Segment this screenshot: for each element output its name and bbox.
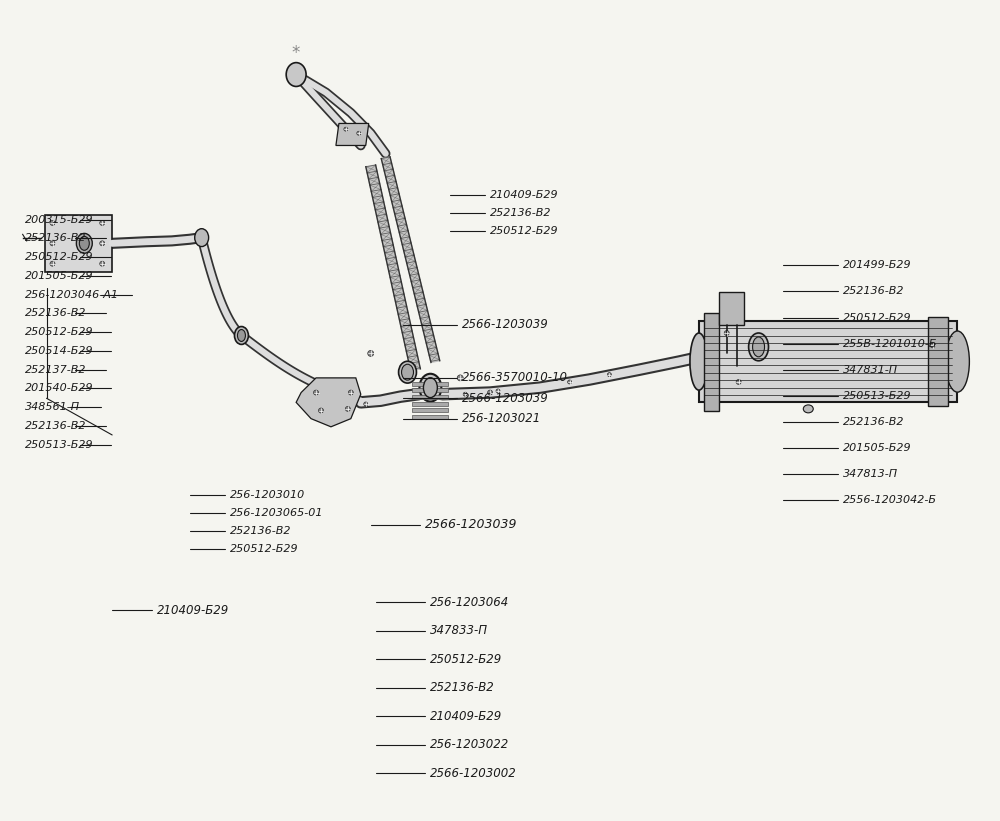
Text: 210409-Б29: 210409-Б29 [430,710,503,722]
Text: 256-1203065-01: 256-1203065-01 [230,508,323,518]
Text: 250513-Б29: 250513-Б29 [25,440,93,450]
Ellipse shape [749,333,769,360]
Text: 2566-1203039: 2566-1203039 [462,392,549,405]
Bar [412,395,448,399]
Circle shape [364,402,368,406]
Text: 252136-В2: 252136-В2 [430,681,495,695]
Circle shape [724,331,729,336]
Text: 347831-П: 347831-П [843,365,898,374]
Text: 210409-Б29: 210409-Б29 [157,603,229,617]
Text: 252136-В2: 252136-В2 [843,417,905,427]
Polygon shape [928,317,948,406]
Polygon shape [336,123,369,145]
Ellipse shape [803,405,813,413]
Circle shape [568,380,572,384]
Circle shape [319,408,323,413]
Text: 256-1203022: 256-1203022 [430,738,510,751]
Circle shape [496,389,500,393]
Text: 2566-1203039: 2566-1203039 [462,319,549,332]
Circle shape [368,351,374,356]
Ellipse shape [399,361,416,383]
Text: 347833-П: 347833-П [430,624,489,637]
Text: 2566-1203002: 2566-1203002 [430,767,517,780]
Text: 250513-Б29: 250513-Б29 [843,391,912,401]
Ellipse shape [234,327,248,345]
Bar [412,408,448,412]
Text: 250512-Б29: 250512-Б29 [230,544,298,554]
Text: 250514-Б29: 250514-Б29 [25,346,93,356]
Ellipse shape [690,333,708,390]
Polygon shape [704,313,719,410]
Ellipse shape [76,233,92,253]
Circle shape [736,379,741,384]
Circle shape [607,373,611,377]
Text: 252137-В2: 252137-В2 [25,365,86,374]
Ellipse shape [423,378,437,397]
Text: 250512-Б29: 250512-Б29 [843,313,912,323]
Circle shape [348,390,353,395]
Ellipse shape [286,62,306,86]
Text: 252136-В2: 252136-В2 [230,526,291,536]
Circle shape [50,221,55,226]
Ellipse shape [195,229,209,246]
Text: 250512-Б29: 250512-Б29 [490,226,559,236]
Text: 250512-Б29: 250512-Б29 [25,252,93,262]
Bar [699,321,957,402]
Text: 256-1203046-А1: 256-1203046-А1 [25,290,119,300]
Circle shape [50,261,55,266]
Text: 250512-Б29: 250512-Б29 [430,653,503,666]
Circle shape [344,127,348,131]
Bar [412,415,448,419]
Text: 201505-Б29: 201505-Б29 [843,443,912,453]
Text: 2566-3570010-10: 2566-3570010-10 [462,371,568,384]
Ellipse shape [237,329,245,342]
Circle shape [100,261,105,266]
Text: 200315-Б29: 200315-Б29 [25,214,93,225]
Circle shape [488,390,493,395]
Ellipse shape [402,365,413,380]
Polygon shape [296,378,361,427]
Circle shape [930,343,935,348]
Text: 348561-П: 348561-П [25,402,80,412]
Text: 210409-Б29: 210409-Б29 [490,190,559,200]
Bar [412,388,448,392]
Text: 252136-В2: 252136-В2 [25,309,86,319]
Text: 256-1203010: 256-1203010 [230,490,305,500]
Polygon shape [381,157,440,362]
Text: 252136-В2: 252136-В2 [490,209,552,218]
Circle shape [357,131,361,135]
Text: 2556-1203042-Б: 2556-1203042-Б [843,495,937,505]
Text: *: * [292,44,300,62]
Ellipse shape [753,337,765,357]
Circle shape [314,390,319,395]
Bar [412,401,448,406]
Text: 201505-Б29: 201505-Б29 [25,271,93,281]
Text: 250512-Б29: 250512-Б29 [25,328,93,337]
Ellipse shape [79,236,89,250]
Circle shape [50,241,55,245]
Text: 347813-П: 347813-П [843,469,898,479]
Text: 256-1203064: 256-1203064 [430,595,510,608]
Text: 252136-В2: 252136-В2 [843,287,905,296]
Bar [412,382,448,386]
Text: 256-1203021: 256-1203021 [462,412,541,425]
Circle shape [100,221,105,226]
Polygon shape [45,215,112,272]
Text: 252136-В2: 252136-В2 [25,233,86,244]
Circle shape [463,392,467,397]
Circle shape [457,375,463,381]
Ellipse shape [419,374,441,401]
Polygon shape [719,292,744,325]
Text: 201540-Б29: 201540-Б29 [25,383,93,393]
Text: 255В-1201010-Б: 255В-1201010-Б [843,338,938,349]
Text: 252136-В2: 252136-В2 [25,421,86,431]
Text: 201499-Б29: 201499-Б29 [843,260,912,270]
Circle shape [345,406,350,411]
Text: 2566-1203039: 2566-1203039 [425,518,518,531]
Circle shape [100,241,105,245]
Polygon shape [366,165,420,370]
Ellipse shape [946,331,969,392]
